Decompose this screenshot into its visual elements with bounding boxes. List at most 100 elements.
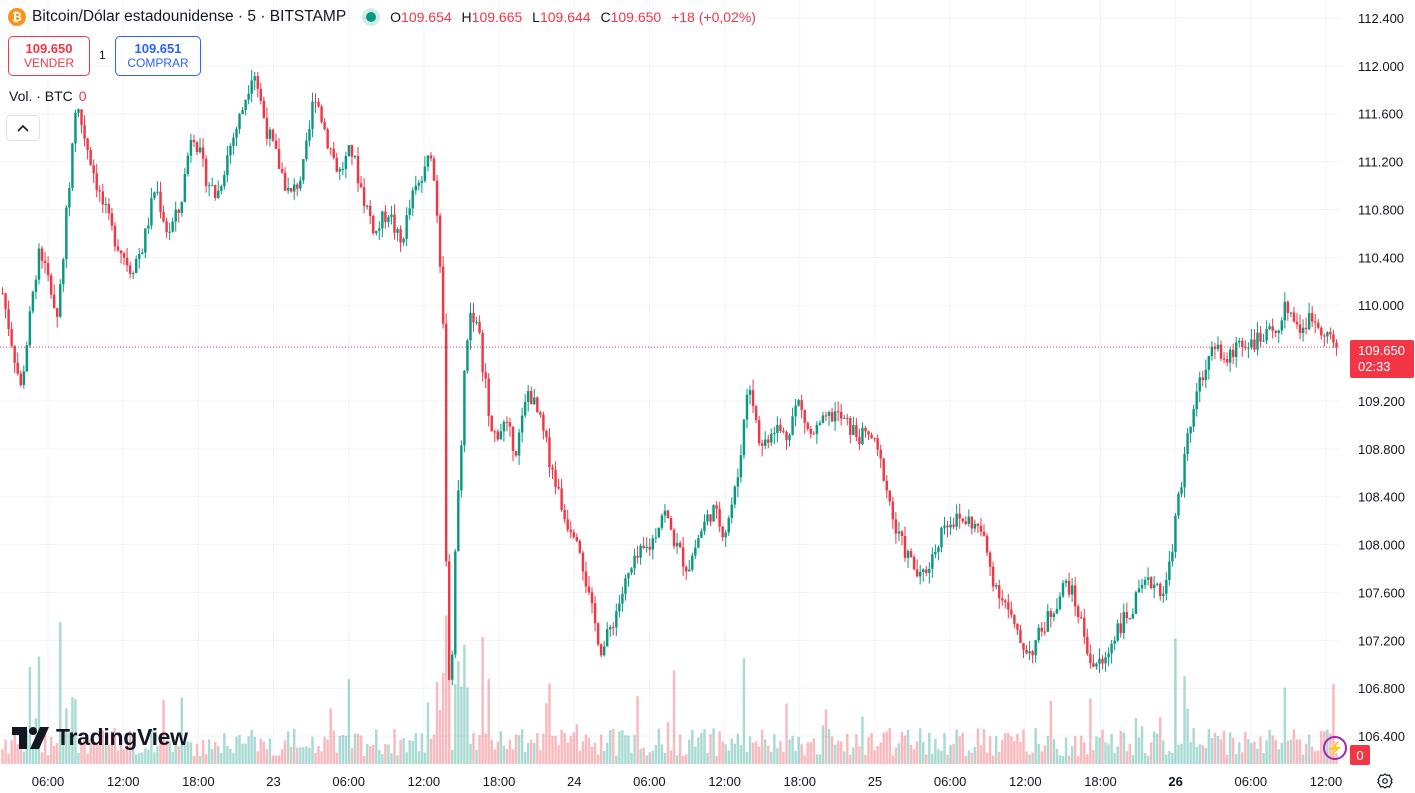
- candle-body: [906, 550, 910, 558]
- volume-bar: [1271, 735, 1274, 764]
- candle-body: [296, 184, 299, 189]
- y-tick-label: 107.600: [1358, 585, 1405, 600]
- symbol-title[interactable]: Bitcoin/Dólar estadounidense · 5 · BITST…: [32, 8, 347, 25]
- volume-bar: [566, 742, 569, 764]
- x-tick-label: 06:00: [332, 774, 365, 789]
- volume-bar: [478, 734, 481, 764]
- candle-body: [970, 516, 974, 529]
- volume-bar: [447, 636, 451, 764]
- volume-bar: [745, 752, 749, 764]
- candle-body: [718, 508, 721, 527]
- volume-bar: [1040, 751, 1043, 764]
- candle-body: [335, 157, 338, 172]
- candle-body: [387, 217, 390, 222]
- volume-bar: [235, 736, 238, 764]
- volume-bar: [457, 660, 460, 764]
- volume-bar: [830, 736, 834, 764]
- candle-body: [447, 561, 451, 680]
- time-axis[interactable]: 06:00 12:00 18:00 23 06:00 12:00 18:00 24 06:00 1…: [32, 774, 1343, 789]
- volume-bar: [636, 696, 639, 764]
- candle-body: [49, 275, 53, 295]
- volume-bar: [381, 754, 384, 764]
- candle-body: [858, 437, 861, 445]
- candle-body: [639, 545, 642, 558]
- volume-bar: [1107, 744, 1110, 764]
- sell-button[interactable]: 109.650 VENDER: [8, 36, 90, 76]
- candle-body: [776, 424, 779, 434]
- candle-body: [362, 187, 366, 207]
- volume-bar: [751, 742, 755, 764]
- alerts-badge[interactable]: 0: [1350, 745, 1370, 765]
- volume-bar: [973, 747, 977, 764]
- volume-bar: [460, 686, 463, 764]
- volume-bar: [265, 749, 269, 764]
- volume-bar: [873, 750, 876, 764]
- volume-bar: [779, 740, 782, 764]
- volume-bar: [141, 752, 144, 764]
- candle-body: [165, 221, 168, 233]
- volume-bar: [754, 741, 758, 764]
- volume-bar: [979, 745, 983, 764]
- volume-bar: [1155, 733, 1159, 764]
- tradingview-logo[interactable]: TradingView: [12, 724, 188, 751]
- candle-body: [262, 100, 266, 118]
- gear-icon[interactable]: [1377, 773, 1393, 789]
- volume-bar: [1247, 739, 1250, 764]
- market-status-icon[interactable]: [366, 12, 377, 22]
- volume-bar: [827, 728, 831, 764]
- price-axis[interactable]: 112.400 112.000 111.600 111.200 110.800 110.4…: [1358, 11, 1405, 744]
- candle-body: [177, 209, 180, 213]
- candle-body: [593, 603, 597, 624]
- volume-bar: [1049, 700, 1053, 764]
- candle-body: [277, 149, 281, 169]
- volume-bar: [688, 739, 691, 764]
- volume-bar: [365, 743, 369, 764]
- candle-body: [678, 542, 682, 548]
- volume-bar: [1140, 726, 1144, 764]
- buy-button[interactable]: 109.651 COMPRAR: [115, 36, 201, 76]
- candle-body: [797, 400, 800, 406]
- candle-body: [1034, 640, 1037, 656]
- candle-body: [739, 455, 743, 478]
- candle-body: [441, 266, 445, 324]
- volume-bar: [1225, 754, 1229, 764]
- volume-bar: [675, 755, 679, 764]
- collapse-legend-button[interactable]: [6, 115, 40, 141]
- x-tick-label: 06:00: [1235, 774, 1268, 789]
- candle-body: [299, 180, 302, 189]
- y-tick-label: 112.000: [1358, 59, 1404, 74]
- volume-bar: [1174, 638, 1177, 764]
- lightning-icon[interactable]: ⚡: [1323, 736, 1347, 760]
- candle-body: [469, 312, 472, 341]
- volume-bar: [1070, 746, 1074, 764]
- candle-body: [353, 156, 357, 158]
- y-tick-label: 108.000: [1358, 538, 1405, 553]
- volume-bar: [1001, 740, 1004, 764]
- volume-bar: [700, 732, 703, 764]
- volume-bar: [198, 755, 202, 764]
- volume-bar: [1277, 749, 1280, 764]
- volume-bar: [271, 755, 275, 764]
- volume-bar: [68, 732, 71, 764]
- volume-bar: [396, 755, 399, 764]
- candle-body: [141, 252, 144, 255]
- candle-body: [405, 215, 408, 239]
- volume-bar: [578, 750, 582, 764]
- candle-body: [575, 537, 579, 541]
- candle-body: [681, 547, 685, 567]
- volume-bar: [1201, 745, 1204, 764]
- volume-bar: [116, 750, 120, 764]
- volume-bar: [429, 738, 433, 764]
- candle-body: [101, 191, 105, 205]
- volume-bar: [812, 738, 816, 764]
- candle-body: [882, 458, 885, 481]
- volume-bar: [833, 744, 837, 764]
- volume-bar: [602, 750, 606, 764]
- candle-body: [715, 505, 718, 509]
- volume-bar: [915, 741, 919, 764]
- candle-body: [636, 555, 639, 558]
- candle-body: [867, 431, 870, 435]
- candle-body: [827, 412, 831, 416]
- volume-bar: [308, 747, 311, 764]
